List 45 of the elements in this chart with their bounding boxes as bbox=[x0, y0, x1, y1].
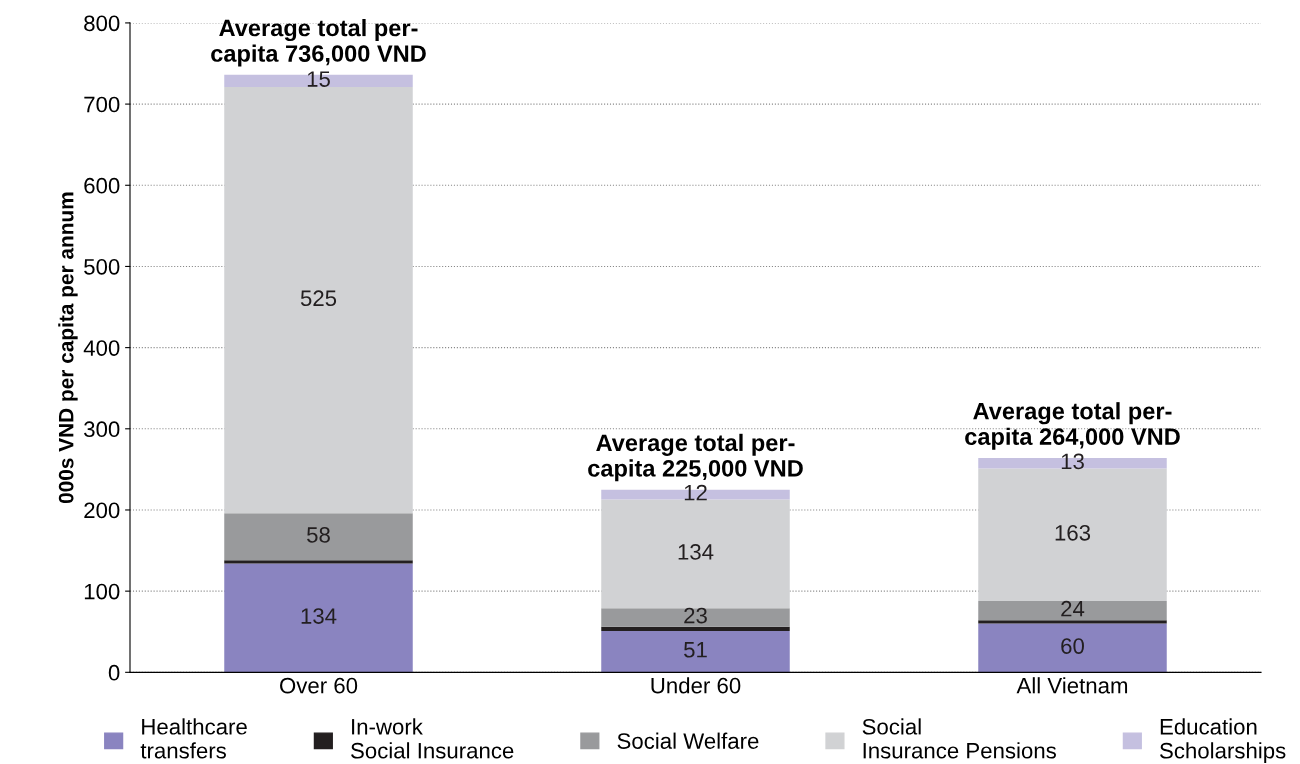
data-label: 12 bbox=[684, 484, 707, 501]
y-tick-label: 0 bbox=[108, 664, 120, 681]
data-label: 13 bbox=[1061, 453, 1084, 470]
annotation: Average total per- capita 225,000 VND bbox=[588, 433, 803, 482]
x-tick-label: Under 60 bbox=[651, 677, 741, 694]
legend-label: In-work Social Insurance bbox=[351, 718, 514, 759]
data-label: 24 bbox=[1061, 600, 1085, 617]
y-tick-label: 300 bbox=[84, 421, 120, 438]
bar bbox=[224, 560, 413, 564]
data-label: 58 bbox=[307, 526, 330, 543]
y-tick-label: 600 bbox=[84, 177, 120, 194]
bar bbox=[601, 630, 790, 673]
bar bbox=[978, 600, 1167, 621]
data-label: 525 bbox=[300, 290, 337, 307]
bar bbox=[224, 87, 413, 514]
y-axis-title: 000s VND per capita per annum bbox=[58, 192, 78, 504]
legend-label: Healthcare transfers bbox=[140, 718, 247, 759]
y-tick-label: 100 bbox=[84, 583, 120, 600]
bar bbox=[978, 620, 1167, 624]
data-label: 51 bbox=[684, 642, 707, 658]
data-label: 23 bbox=[684, 607, 707, 624]
data-label: 134 bbox=[301, 608, 337, 624]
bar bbox=[978, 468, 1167, 601]
bar bbox=[601, 626, 790, 631]
bar bbox=[601, 499, 790, 609]
data-label: 134 bbox=[678, 544, 714, 560]
y-tick-label: 500 bbox=[84, 258, 120, 275]
bar bbox=[224, 563, 413, 673]
data-label: 60 bbox=[1061, 638, 1084, 654]
annotation: Average total per- capita 736,000 VND bbox=[211, 18, 426, 67]
data-label: 163 bbox=[1055, 524, 1091, 541]
y-tick-label: 800 bbox=[84, 15, 120, 32]
data-label: 15 bbox=[307, 71, 330, 87]
bar bbox=[601, 608, 790, 627]
y-tick-label: 700 bbox=[84, 96, 120, 113]
annotation: Average total per- capita 264,000 VND bbox=[965, 402, 1180, 450]
y-tick-label: 400 bbox=[83, 340, 120, 356]
x-tick-label: Over 60 bbox=[280, 677, 358, 694]
bar bbox=[978, 623, 1167, 673]
x-tick-label: All Vietnam bbox=[1016, 677, 1128, 694]
legend-label: Education Scholarships bbox=[1160, 718, 1286, 763]
y-tick-label: 200 bbox=[84, 502, 120, 519]
legend-label: Social Welfare bbox=[617, 732, 759, 749]
legend-label: Social Insurance Pensions bbox=[862, 718, 1056, 759]
bar bbox=[224, 513, 413, 561]
